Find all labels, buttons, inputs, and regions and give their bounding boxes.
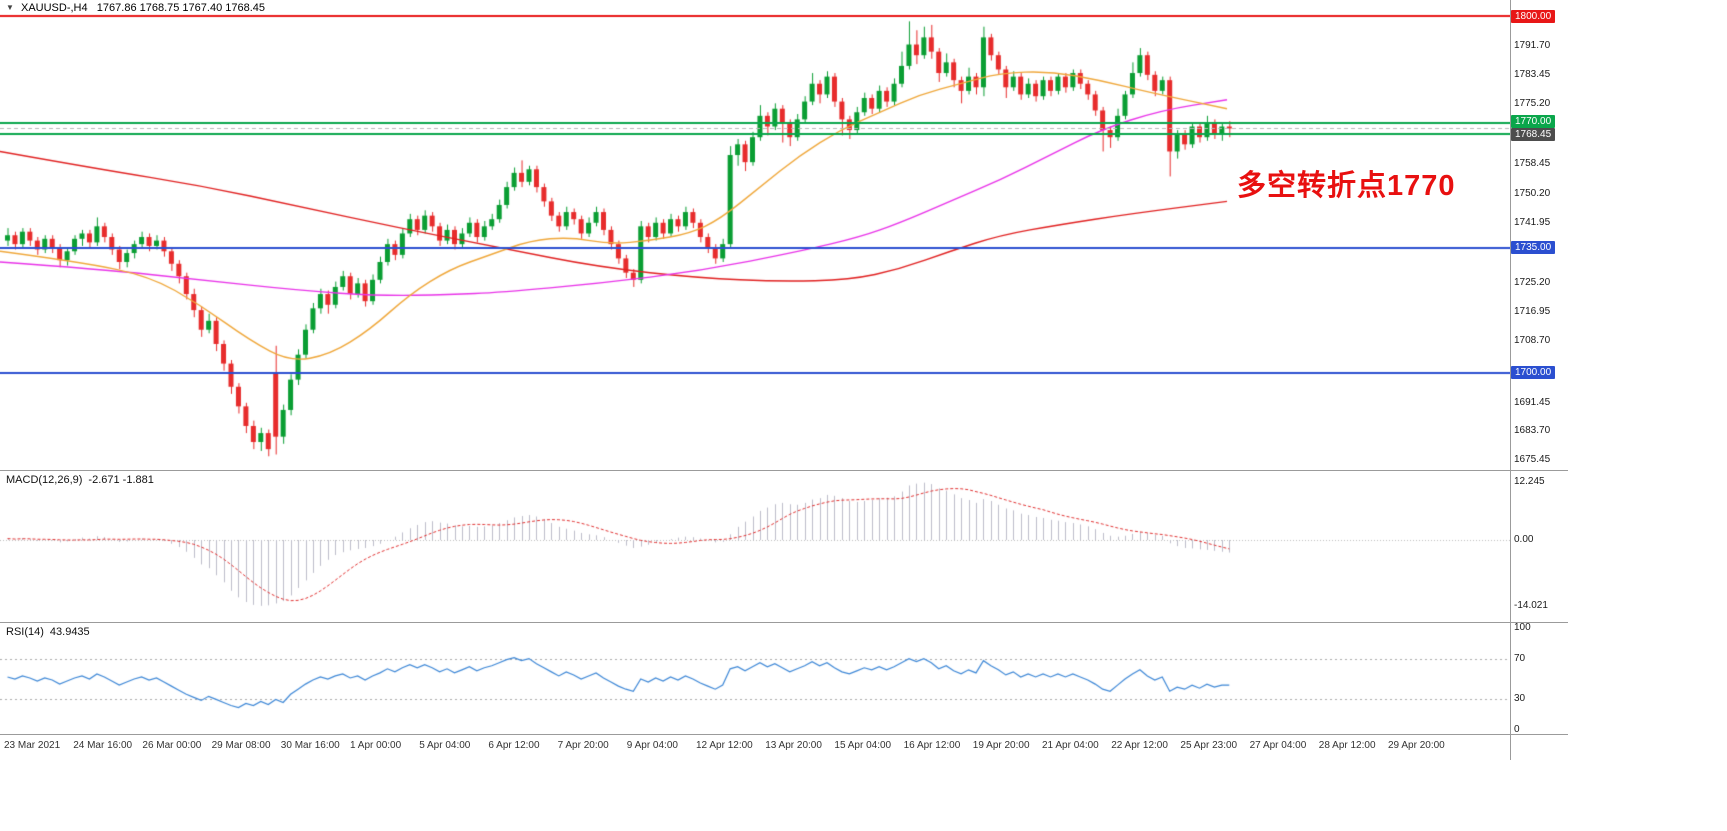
price-axis[interactable]: 1791.70 1783.45 1775.20 1758.45 1750.20 1741.… bbox=[1510, 0, 1570, 760]
ohlc-readout: 1767.86 1768.75 1767.40 1768.45 bbox=[96, 2, 266, 14]
time-axis-label: 5 Apr 04:00 bbox=[419, 740, 471, 751]
macd-axis-label: -14.021 bbox=[1514, 599, 1548, 611]
panel-separator[interactable] bbox=[0, 622, 1568, 623]
rsi-value: 43.9435 bbox=[49, 626, 90, 638]
time-axis-label: 24 Mar 16:00 bbox=[73, 740, 133, 751]
time-axis-label: 7 Apr 20:00 bbox=[557, 740, 609, 751]
symbol-info: ▼ XAUUSD-,H4 1767.86 1768.75 1767.40 176… bbox=[6, 2, 265, 14]
time-axis-label: 1 Apr 00:00 bbox=[350, 740, 402, 751]
price-badge: 1770.00 bbox=[1511, 115, 1556, 128]
chart-canvas[interactable] bbox=[0, 0, 1510, 760]
rsi-axis-label: 100 bbox=[1514, 622, 1531, 633]
time-axis-label: 19 Apr 20:00 bbox=[972, 740, 1030, 751]
time-axis-label: 12 Apr 12:00 bbox=[696, 740, 753, 751]
rsi-indicator-header: RSI(14) 43.9435 bbox=[6, 626, 90, 638]
price-axis-label: 1725.20 bbox=[1514, 276, 1551, 288]
price-axis-label: 1758.45 bbox=[1514, 158, 1551, 170]
rsi-title: RSI(14) bbox=[6, 626, 44, 638]
time-axis-label: 22 Apr 12:00 bbox=[1111, 740, 1168, 751]
macd-indicator-header: MACD(12,26,9) -2.671 -1.881 bbox=[6, 474, 154, 486]
price-badge: 1800.00 bbox=[1511, 9, 1556, 23]
macd-values: -2.671 -1.881 bbox=[88, 474, 154, 486]
price-axis-label: 1775.20 bbox=[1514, 98, 1551, 110]
time-axis-label: 28 Apr 12:00 bbox=[1318, 740, 1376, 751]
panel-separator[interactable] bbox=[0, 470, 1568, 471]
price-axis-label: 1783.45 bbox=[1514, 69, 1551, 80]
time-axis-label: 27 Apr 04:00 bbox=[1249, 740, 1307, 751]
time-axis-label: 30 Mar 16:00 bbox=[280, 740, 340, 751]
symbol-period-label: XAUUSD-,H4 bbox=[20, 2, 88, 14]
time-axis-label: 6 Apr 12:00 bbox=[488, 740, 540, 751]
macd-axis-label: 12.245 bbox=[1514, 476, 1545, 488]
price-axis-label: 1716.95 bbox=[1514, 306, 1551, 318]
time-axis-label: 16 Apr 12:00 bbox=[903, 740, 961, 751]
symbol-dropdown-icon[interactable]: ▼ bbox=[6, 3, 14, 12]
time-axis-label: 21 Apr 04:00 bbox=[1042, 740, 1099, 751]
price-axis-label: 1791.70 bbox=[1514, 39, 1551, 51]
time-axis-label: 29 Apr 20:00 bbox=[1388, 740, 1445, 751]
rsi-axis-label: 70 bbox=[1514, 652, 1526, 664]
price-badge: 1735.00 bbox=[1511, 241, 1556, 255]
time-axis-label: 25 Apr 23:00 bbox=[1180, 740, 1238, 751]
price-axis-label: 1691.45 bbox=[1514, 396, 1551, 408]
rsi-axis-label: 0 bbox=[1514, 724, 1520, 735]
chart-annotation-text: 多空转折点1770 bbox=[1237, 170, 1456, 202]
time-axis-label: 23 Mar 2021 bbox=[4, 740, 61, 751]
price-axis-border bbox=[1510, 0, 1511, 760]
time-axis-label: 13 Apr 20:00 bbox=[765, 740, 822, 751]
time-axis-label: 26 Mar 00:00 bbox=[142, 740, 202, 751]
time-axis-separator bbox=[0, 734, 1568, 735]
time-axis-label: 15 Apr 04:00 bbox=[834, 740, 892, 751]
price-axis-label: 1675.45 bbox=[1514, 454, 1551, 466]
price-badge: 1700.00 bbox=[1511, 366, 1556, 379]
price-axis-label: 1708.70 bbox=[1514, 335, 1551, 347]
price-axis-label: 1683.70 bbox=[1514, 424, 1551, 436]
price-axis-label: 1741.95 bbox=[1514, 216, 1551, 228]
time-axis-label: 9 Apr 04:00 bbox=[626, 740, 678, 751]
rsi-axis-label: 30 bbox=[1514, 693, 1526, 705]
time-axis[interactable]: 23 Mar 2021 24 Mar 16:00 26 Mar 00:00 29 Ma… bbox=[0, 734, 1510, 760]
price-axis-label: 1750.20 bbox=[1514, 187, 1551, 199]
price-badge: 1768.45 bbox=[1511, 128, 1556, 141]
macd-axis-label: 0.00 bbox=[1514, 534, 1534, 545]
time-axis-label: 29 Mar 08:00 bbox=[211, 740, 271, 751]
macd-title: MACD(12,26,9) bbox=[6, 474, 83, 486]
